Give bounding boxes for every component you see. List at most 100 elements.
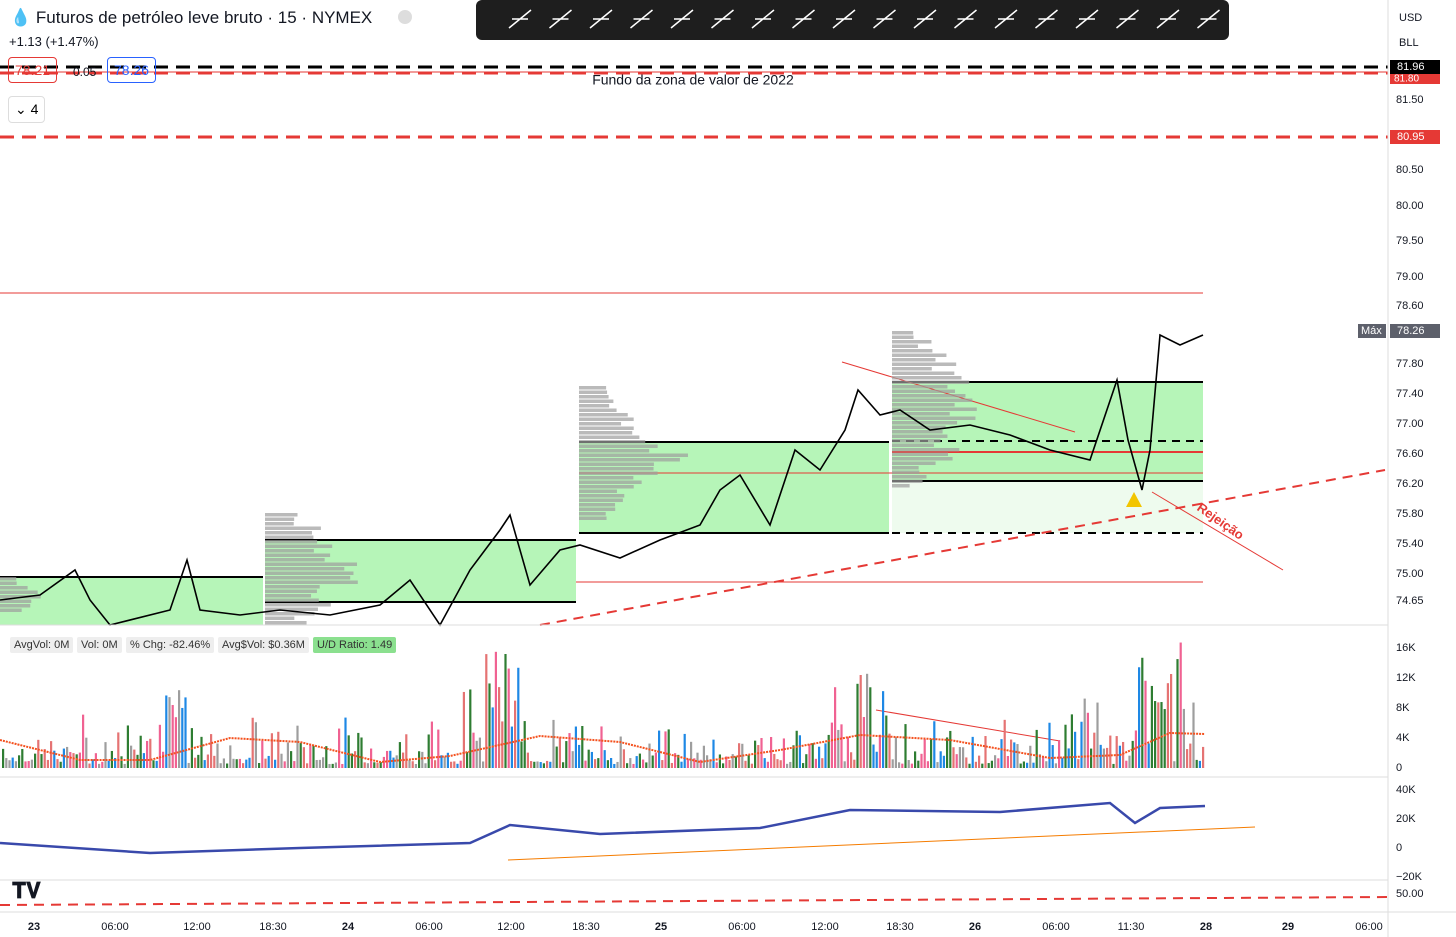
volume-bar: [744, 760, 747, 768]
volume-bar: [1003, 719, 1006, 768]
profile-bar: [892, 430, 943, 434]
profile-bar: [892, 358, 936, 362]
tool-icon[interactable]: [913, 9, 937, 29]
tool-icon[interactable]: [1197, 9, 1220, 29]
tool-icon[interactable]: [711, 9, 734, 29]
volume-bar: [414, 763, 417, 768]
volume-bar: [709, 759, 712, 768]
price-marker: 81.96: [1397, 61, 1425, 73]
tool-icon[interactable]: [670, 9, 694, 29]
volume-bar: [741, 743, 744, 768]
volume-bar: [203, 760, 206, 768]
time-label: 26: [969, 921, 981, 933]
profile-bar: [265, 580, 358, 584]
volume-bar: [811, 743, 814, 768]
unit[interactable]: BLL: [1399, 37, 1419, 49]
volume-bar: [907, 760, 910, 768]
tool-icon[interactable]: [1035, 9, 1058, 29]
volume-bar: [949, 730, 952, 768]
volume-bar: [789, 761, 792, 768]
profile-bar: [892, 466, 919, 470]
tool-icon[interactable]: [1116, 9, 1139, 29]
volume-bar: [478, 737, 481, 768]
volume-bar: [139, 735, 142, 768]
time-label: 06:00: [101, 921, 129, 933]
volume-bar: [357, 732, 360, 768]
tool-icon[interactable]: [630, 9, 653, 29]
volume-bar: [578, 744, 581, 768]
volume-bar: [638, 753, 641, 768]
tool-icon[interactable]: [832, 9, 856, 29]
volume-bar: [98, 763, 101, 768]
volume-bar: [702, 745, 705, 768]
profile-bar: [892, 434, 948, 438]
volume-bar: [984, 736, 987, 768]
tool-icon[interactable]: [589, 9, 613, 29]
profile-bar: [265, 603, 331, 607]
tool-icon[interactable]: [1075, 9, 1099, 29]
tool-icon[interactable]: [792, 9, 815, 29]
volume-bar: [165, 695, 168, 768]
profile-bar: [579, 458, 680, 462]
volume-bar: [200, 736, 203, 768]
buy-price[interactable]: 78.26: [107, 57, 157, 83]
volume-bar: [21, 748, 24, 768]
volume-bar: [971, 736, 974, 768]
volume-bar: [453, 761, 456, 768]
volume-bar: [43, 749, 46, 768]
volume-bar: [395, 755, 398, 768]
profile-bar: [579, 476, 634, 480]
volume-bar: [514, 700, 517, 768]
volume-bar: [318, 759, 321, 768]
profile-bar: [579, 489, 617, 493]
symbol-title[interactable]: 💧 Futuros de petróleo leve bruto · 15 · …: [10, 8, 373, 27]
volume-bar: [488, 683, 491, 768]
volume-bar: [814, 758, 817, 768]
volume-bar: [648, 743, 651, 768]
volume-bar: [894, 737, 897, 768]
tool-icon[interactable]: [954, 9, 977, 29]
volume-bar: [206, 754, 209, 768]
tool-icon[interactable]: [1156, 9, 1180, 29]
profile-bar: [892, 353, 947, 357]
profile-bar: [265, 535, 314, 539]
volume-bar: [738, 743, 741, 768]
profile-bar: [892, 389, 956, 393]
price-line: [0, 333, 1204, 627]
volume-bar: [1035, 729, 1038, 768]
volume-bar: [56, 759, 59, 768]
tool-icon[interactable]: [873, 9, 896, 29]
volume-bar: [597, 758, 600, 768]
volume-bar: [776, 759, 779, 768]
drawing-toolbar[interactable]: [476, 0, 1229, 40]
currency[interactable]: USD: [1399, 12, 1422, 24]
volume-bar: [565, 741, 568, 768]
tool-icon[interactable]: [994, 9, 1018, 29]
profile-bar: [892, 349, 933, 353]
volume-bar: [469, 689, 472, 768]
volume-bar: [430, 721, 433, 768]
volume-bar: [373, 762, 376, 768]
volume-bar: [302, 747, 305, 768]
tool-icon[interactable]: [508, 9, 532, 29]
profile-bar: [265, 567, 345, 571]
profile-bar: [892, 344, 918, 348]
volume-bar: [296, 725, 299, 768]
profile-bar: [0, 581, 17, 585]
volume-bar: [853, 759, 856, 768]
volume-bar: [1192, 702, 1195, 768]
tool-icon[interactable]: [549, 9, 572, 29]
volume-bar: [408, 759, 411, 768]
volume-bar: [891, 759, 894, 768]
volume-bar: [610, 757, 613, 768]
profile-bar: [265, 531, 312, 535]
volume-bar: [997, 758, 1000, 768]
toggle[interactable]: [398, 10, 412, 24]
tool-icon[interactable]: [751, 9, 775, 29]
volume-bar: [341, 763, 344, 768]
collapse[interactable]: ⌄ 4: [8, 96, 46, 123]
volume-bar: [965, 757, 968, 768]
volume-bar: [539, 762, 542, 768]
sell-price[interactable]: 78.21: [8, 57, 58, 83]
